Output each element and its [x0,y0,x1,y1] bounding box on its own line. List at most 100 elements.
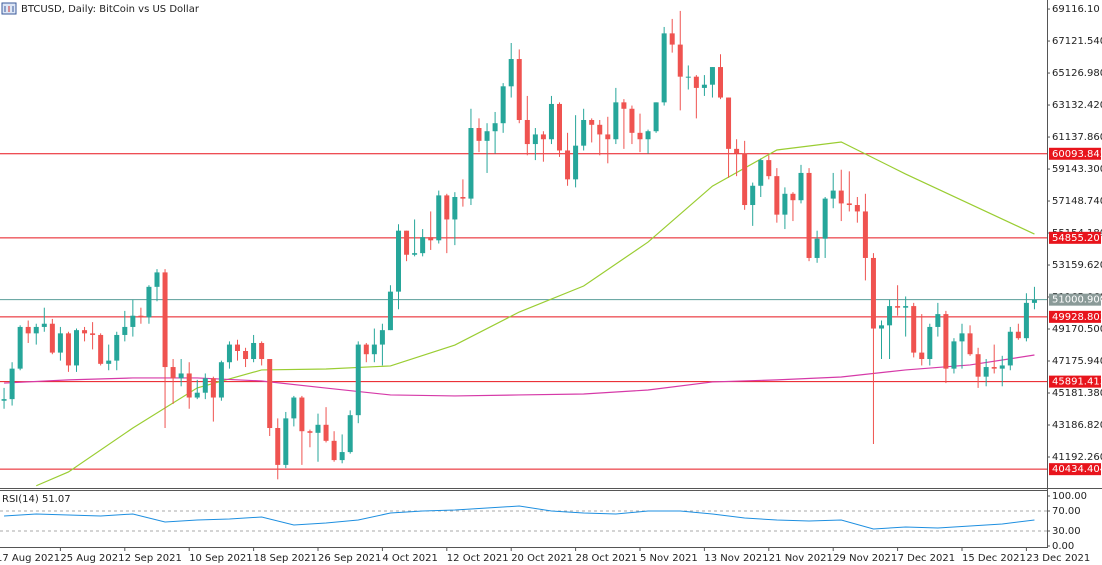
candle-body [194,392,200,398]
x-tick-label: 18 Sep 2021 [254,553,317,564]
candle-body [138,315,144,318]
candle-body [975,354,981,377]
candle-body [243,351,249,360]
candle-body [870,257,876,329]
candle-body [879,325,884,329]
candle-body [709,67,715,85]
candle-body [798,172,804,201]
candle-body [911,306,917,353]
level-label-bg [1049,231,1101,244]
candle-body [307,431,313,433]
candle-body [146,286,152,318]
candle-body [573,145,579,180]
level-label: 54855.207 [1052,233,1102,244]
candle-body [718,67,723,98]
candle-body [387,291,393,331]
candle-body [669,33,675,45]
x-tick-label: 23 Dec 2021 [1026,553,1090,564]
candle-body [581,119,587,146]
x-tick-label: 21 Nov 2021 [769,553,833,564]
candle-body [90,333,96,335]
candle-body [186,373,192,398]
candle-body [854,205,860,212]
candle-body [468,128,474,199]
x-tick-label: 26 Sep 2021 [318,553,381,564]
moving-average [36,141,1035,487]
rsi-tick-label: 0.00 [1052,541,1074,552]
candle-body [726,97,732,149]
candle-body [766,160,772,177]
candle-body [548,103,554,140]
candle-body [838,190,844,204]
candle-body [500,86,506,124]
y-tick-label: 61137.860 [1052,132,1102,143]
x-tick-label: 12 Oct 2021 [447,553,509,564]
candle-body [259,342,265,360]
candle-body [41,323,47,327]
candle-body [653,102,659,132]
y-tick-label: 67121.540 [1052,36,1102,47]
x-tick-label: 4 Oct 2021 [382,553,437,564]
y-tick-label: 49170.500 [1052,324,1102,335]
candle-body [412,253,418,255]
candle-body [202,378,208,393]
candle-body [1007,331,1013,366]
x-tick-label: 25 Aug 2021 [60,553,124,564]
chart-title: BTCUSD, Daily: BitCoin vs US Dollar [21,4,200,15]
y-tick-label: 57148.740 [1052,196,1102,207]
candle-body [814,238,820,258]
candle-body [476,128,482,141]
rsi-tick-label: 100.00 [1052,491,1087,502]
candle-body [1023,302,1029,339]
candle-body [565,150,571,180]
x-tick-label: 17 Aug 2021 [0,553,60,564]
candle-body [9,368,15,400]
candle-body [396,230,401,292]
rsi-tick-label: 70.00 [1052,506,1081,517]
candle-body [508,59,514,87]
candle-body [331,440,337,461]
candle-body [1015,331,1021,339]
candle-body [597,124,603,135]
current-price-label-bg [1049,293,1101,306]
candle-body [822,198,828,239]
x-tick-label: 2 Sep 2021 [125,553,182,564]
current-price-label: 51000.900 [1052,295,1102,306]
candle-body [887,306,893,326]
candle-body [1,399,7,401]
candle-body [130,315,136,327]
x-tick-label: 15 Dec 2021 [962,553,1026,564]
candle-body [218,362,224,398]
candle-body [645,131,651,140]
level-label-bg [1049,375,1101,388]
candle-body [33,326,39,334]
candle-body [420,237,426,254]
candle-body [557,103,562,151]
candle-body [275,428,281,465]
candle-body [339,452,345,461]
candle-body [154,272,160,287]
candle-body [17,326,23,369]
candle-body [959,333,965,342]
candle-body [170,367,176,379]
rsi-line [4,505,1035,530]
candle-body [49,323,55,353]
candle-body [701,84,707,88]
candle-body [404,230,410,255]
candle-body [436,195,442,241]
candle-body [291,397,297,419]
candle-body [460,196,466,199]
candle-body [283,418,289,465]
candle-body [806,172,812,258]
y-tick-label: 59143.300 [1052,164,1102,175]
candle-body [589,119,595,125]
rsi-title: RSI(14) 51.07 [2,494,71,505]
candle-body [661,33,667,103]
y-tick-label: 69116.10 [1052,4,1100,15]
candle-body [927,326,933,360]
y-tick-label: 65126.980 [1052,68,1102,79]
x-tick-label: 10 Sep 2021 [189,553,252,564]
level-label: 60093.845 [1052,149,1102,160]
